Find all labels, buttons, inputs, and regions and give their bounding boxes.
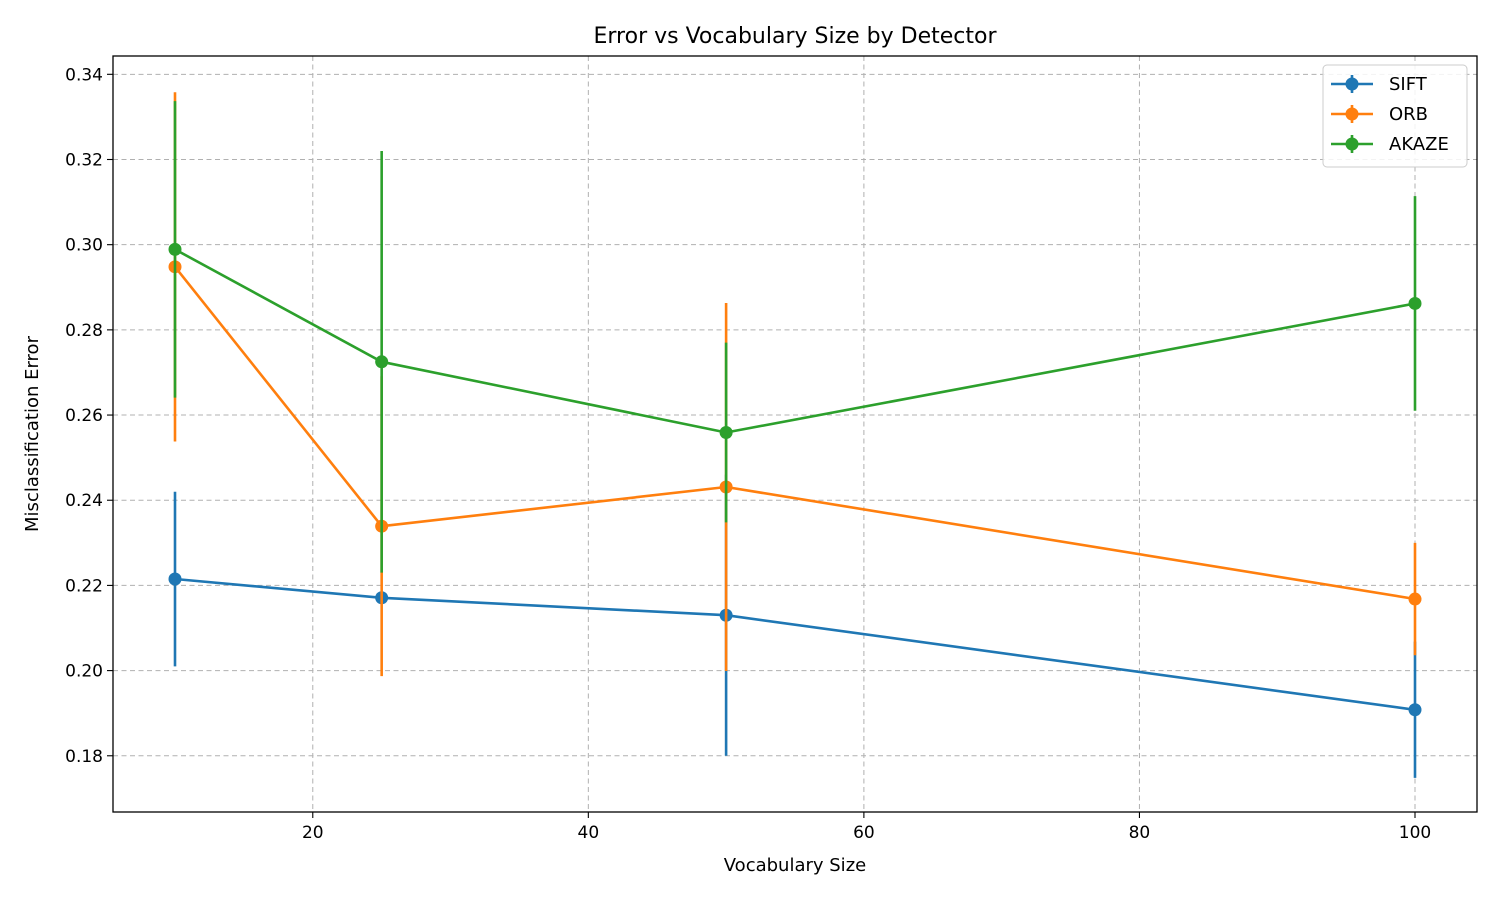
- chart-title: Error vs Vocabulary Size by Detector: [593, 24, 997, 49]
- plot-frame: [112, 55, 1478, 813]
- legend-marker: [1345, 107, 1359, 121]
- data-point: [168, 572, 182, 586]
- data-point: [719, 426, 733, 440]
- y-tick-label: 0.26: [65, 406, 103, 426]
- axis-ticks: 20 40 60 80 100 0.18 0.20 0.22 0.24 0.26 0.28 0.30 0…: [65, 65, 1431, 843]
- x-tick-label: 100: [1399, 823, 1431, 843]
- y-tick-label: 0.30: [65, 236, 103, 256]
- x-tick-label: 60: [853, 823, 875, 843]
- legend-item-orb: ORB: [1331, 104, 1428, 125]
- series-line: [174, 248, 1416, 434]
- legend-item-akaze: AKAZE: [1331, 134, 1449, 155]
- legend-item-sift: SIFT: [1331, 74, 1428, 95]
- data-point: [1408, 592, 1422, 606]
- data-point: [168, 242, 182, 256]
- series-orb: [168, 92, 1422, 677]
- series-line: [173, 265, 1416, 601]
- series-sift: [168, 474, 1422, 778]
- y-tick-label: 0.28: [65, 321, 103, 341]
- data-point: [375, 355, 389, 369]
- series-line: [174, 577, 1416, 712]
- y-tick-label: 0.20: [65, 662, 103, 682]
- y-tick-label: 0.32: [65, 150, 103, 170]
- series-akaze: [168, 101, 1422, 573]
- y-tick-label: 0.22: [65, 576, 103, 596]
- y-tick-label: 0.24: [65, 491, 103, 511]
- y-tick-label: 0.18: [65, 747, 103, 767]
- data-point: [1408, 296, 1422, 310]
- x-tick-label: 40: [578, 823, 600, 843]
- series-layer: [168, 92, 1422, 778]
- legend-marker: [1345, 77, 1359, 91]
- legend-label: ORB: [1389, 104, 1428, 125]
- legend: SIFT ORB AKAZE: [1322, 64, 1468, 168]
- grid-lines: [113, 56, 1477, 812]
- legend-marker: [1345, 137, 1359, 151]
- x-axis-label: Vocabulary Size: [724, 855, 866, 876]
- y-tick-label: 0.34: [65, 65, 103, 85]
- legend-box: [1322, 64, 1468, 168]
- x-tick-label: 20: [302, 823, 324, 843]
- data-point: [1408, 703, 1422, 717]
- legend-label: SIFT: [1389, 74, 1428, 95]
- y-axis-label: Misclassification Error: [22, 335, 43, 532]
- x-tick-label: 80: [1129, 823, 1151, 843]
- legend-label: AKAZE: [1389, 134, 1449, 155]
